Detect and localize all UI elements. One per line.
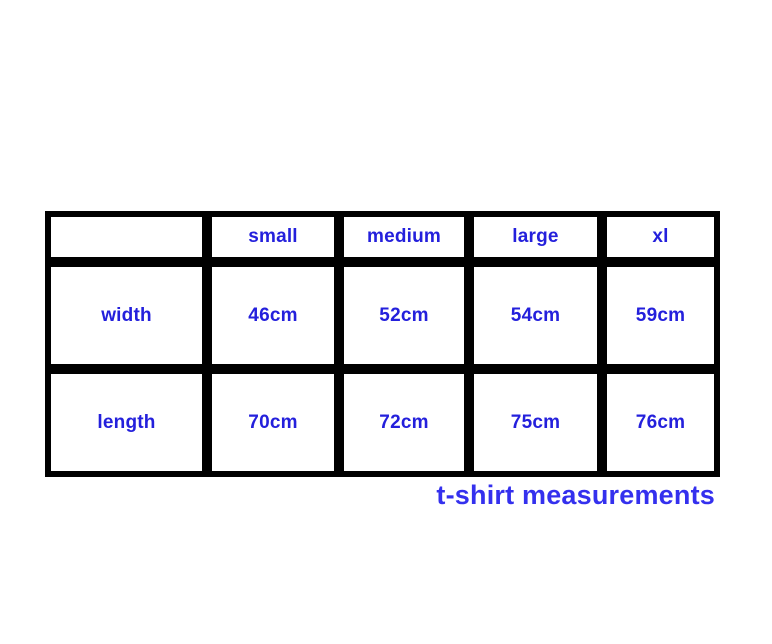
cell-length-xl: 76cm [602,369,719,476]
table-caption: t-shirt measurements [436,480,715,510]
cell-length-medium: 72cm [339,369,469,476]
cell-width-large: 54cm [469,262,602,369]
row-label-length: length [46,369,207,476]
header-cell-medium: medium [339,212,469,262]
cell-length-small: 70cm [207,369,339,476]
cell-width-small: 46cm [207,262,339,369]
table-row-length: length 70cm 72cm 75cm 76cm [46,369,719,476]
measurements-table: small medium large xl width 46cm 52cm 54… [45,211,720,477]
cell-length-large: 75cm [469,369,602,476]
header-cell-xl: xl [602,212,719,262]
row-label-width: width [46,262,207,369]
header-cell-large: large [469,212,602,262]
cell-width-xl: 59cm [602,262,719,369]
table-row-width: width 46cm 52cm 54cm 59cm [46,262,719,369]
corner-cell [46,212,207,262]
header-cell-small: small [207,212,339,262]
cell-width-medium: 52cm [339,262,469,369]
header-row: small medium large xl [46,212,719,262]
